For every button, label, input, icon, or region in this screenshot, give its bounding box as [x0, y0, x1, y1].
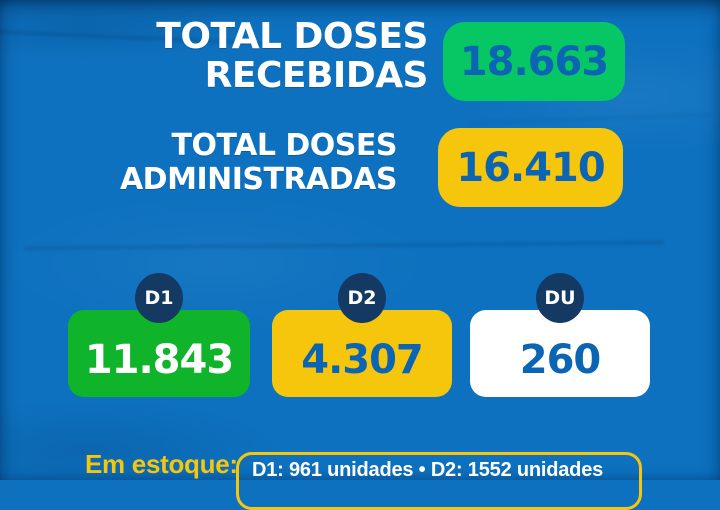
paper-crease — [470, 113, 710, 125]
dose-value-d1: 11.843 — [84, 336, 234, 383]
dose-value-d2: 4.307 — [301, 336, 424, 383]
total-administered-title-line2: ADMINISTRADAS — [119, 162, 398, 197]
stock-detail-box: D1: 961 unidades • D2: 1552 unidades — [236, 452, 642, 510]
total-received-value: 18.663 — [459, 38, 609, 85]
dose-card-du: DU 260 — [470, 273, 650, 397]
dose-tag-du-label: DU — [544, 287, 576, 309]
total-administered-title: TOTAL DOSES ADMINISTRADAS — [119, 128, 398, 197]
dose-tag-d2: D2 — [338, 273, 386, 323]
dose-tag-d1: D1 — [135, 273, 183, 323]
dose-tag-d2-label: D2 — [347, 287, 377, 309]
dose-tag-d1-label: D1 — [144, 287, 174, 309]
stock-detail-text: D1: 961 unidades • D2: 1552 unidades — [252, 459, 604, 481]
total-received-title: TOTAL DOSES RECEBIDAS — [156, 17, 428, 95]
dose-card-d1: D1 11.843 — [68, 273, 250, 397]
paper-crease — [23, 241, 665, 250]
total-received-badge: 18.663 — [443, 22, 625, 101]
dose-value-du: 260 — [519, 336, 601, 383]
stock-label: Em estoque: — [85, 449, 238, 479]
total-administered-title-line1: TOTAL DOSES — [171, 128, 398, 163]
total-received-title-line2: RECEBIDAS — [204, 55, 429, 96]
total-administered-badge: 16.410 — [438, 128, 623, 207]
dose-card-d2: D2 4.307 — [272, 273, 452, 397]
total-administered-value: 16.410 — [456, 144, 605, 191]
dose-tag-du: DU — [536, 273, 584, 323]
total-received-title-line1: TOTAL DOSES — [156, 16, 428, 57]
